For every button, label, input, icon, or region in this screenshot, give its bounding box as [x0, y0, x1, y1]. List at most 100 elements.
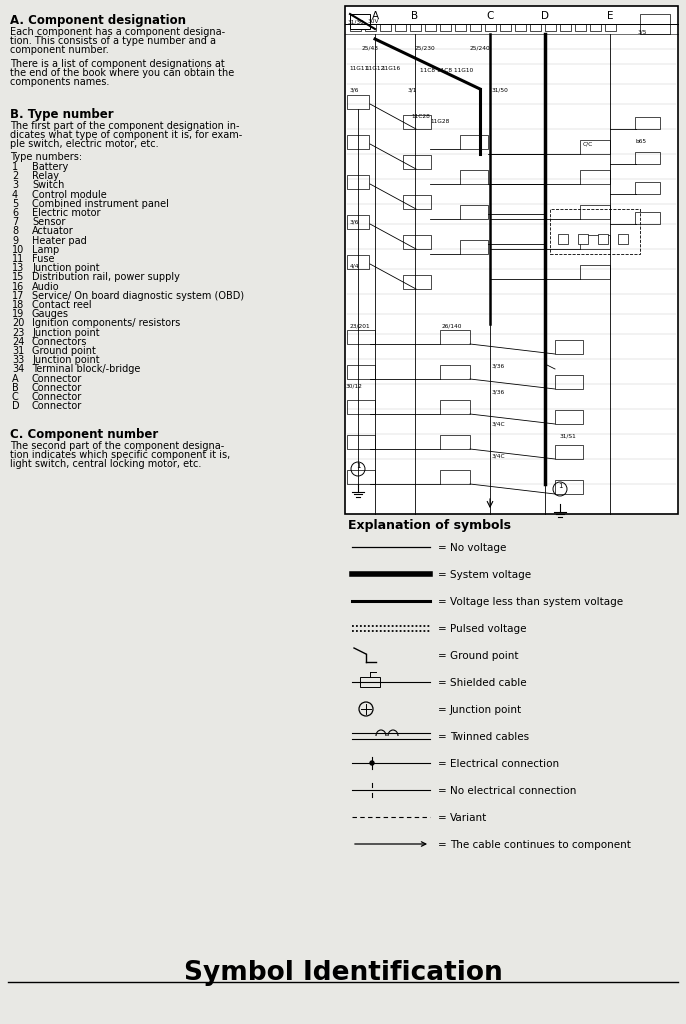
Text: Control module: Control module [32, 189, 107, 200]
Text: B: B [412, 11, 418, 22]
Bar [350, 14, 370, 29]
Text: Sensor: Sensor [32, 217, 65, 227]
Text: 23: 23 [12, 328, 25, 338]
Text: Pulsed voltage: Pulsed voltage [450, 624, 526, 634]
Bar [598, 234, 608, 244]
Text: 9: 9 [12, 236, 18, 246]
Text: 3/36: 3/36 [492, 389, 505, 394]
Text: Explanation of symbols: Explanation of symbols [348, 519, 511, 532]
Text: 1: 1 [12, 162, 18, 172]
Text: No voltage: No voltage [450, 543, 506, 553]
Text: Actuator: Actuator [32, 226, 74, 237]
Text: tion indicates which specific component it is,: tion indicates which specific component … [10, 451, 230, 461]
Bar [395, 24, 406, 31]
Bar [635, 212, 660, 224]
Text: Symbol Identification: Symbol Identification [184, 961, 502, 986]
Bar [578, 234, 588, 244]
Bar [460, 205, 488, 219]
Bar [575, 24, 586, 31]
Text: 31/S1: 31/S1 [560, 434, 577, 439]
Text: Electrical connection: Electrical connection [450, 759, 559, 769]
Text: 13: 13 [12, 263, 24, 273]
Text: 3: 3 [12, 180, 18, 190]
Bar [460, 240, 488, 254]
Text: Switch: Switch [32, 180, 64, 190]
Text: =: = [438, 840, 447, 850]
Text: The cable continues to component: The cable continues to component [450, 840, 631, 850]
Text: 3/5: 3/5 [638, 29, 648, 34]
Bar [440, 330, 470, 344]
Text: component number.: component number. [10, 45, 109, 55]
Bar [380, 24, 391, 31]
Text: The second part of the component designa-: The second part of the component designa… [10, 441, 224, 452]
Text: 3/4C: 3/4C [492, 421, 506, 426]
Bar [440, 365, 470, 379]
Text: 4/4: 4/4 [350, 264, 359, 269]
Bar [347, 330, 375, 344]
Bar [347, 95, 369, 109]
Text: 11G12: 11G12 [365, 66, 384, 71]
Text: 33: 33 [12, 355, 24, 366]
Bar [347, 470, 375, 484]
Bar [500, 24, 511, 31]
Text: 30V: 30V [368, 19, 379, 24]
Bar [425, 24, 436, 31]
Text: 3/6: 3/6 [349, 87, 358, 92]
Text: 20: 20 [12, 318, 25, 329]
Text: A. Component designation: A. Component designation [10, 14, 186, 27]
Bar [347, 400, 375, 414]
Bar [403, 234, 431, 249]
Bar [347, 135, 369, 150]
Bar [555, 340, 583, 354]
Bar [410, 24, 421, 31]
Text: ple switch, electric motor, etc.: ple switch, electric motor, etc. [10, 139, 158, 150]
Text: 4: 4 [12, 189, 18, 200]
Bar [590, 24, 601, 31]
Text: The first part of the component designation in-: The first part of the component designat… [10, 121, 239, 131]
Bar [580, 265, 610, 279]
Bar [580, 170, 610, 184]
Bar [640, 14, 670, 34]
Text: C/C: C/C [583, 142, 593, 147]
Bar [403, 115, 431, 129]
Text: 30/12: 30/12 [346, 384, 363, 389]
Text: =: = [438, 597, 447, 607]
Bar [558, 234, 568, 244]
Text: 31/50: 31/50 [492, 87, 509, 92]
Text: 26/140: 26/140 [442, 324, 462, 329]
Text: =: = [438, 759, 447, 769]
Bar [635, 152, 660, 164]
Text: Battery: Battery [32, 162, 68, 172]
Text: C. Component number: C. Component number [10, 428, 158, 441]
Text: Junction point: Junction point [32, 263, 99, 273]
Text: A: A [371, 11, 379, 22]
Text: Voltage less than system voltage: Voltage less than system voltage [450, 597, 623, 607]
Bar [360, 677, 380, 687]
Text: 11G11: 11G11 [349, 66, 368, 71]
Text: D: D [541, 11, 549, 22]
Text: b65: b65 [635, 139, 646, 144]
Bar [555, 375, 583, 389]
Text: 7: 7 [12, 217, 19, 227]
Text: 19: 19 [12, 309, 24, 319]
Bar [550, 209, 640, 254]
Bar [555, 445, 583, 459]
Text: Combined instrument panel: Combined instrument panel [32, 199, 169, 209]
Text: 3/36: 3/36 [492, 364, 505, 369]
Text: light switch, central locking motor, etc.: light switch, central locking motor, etc… [10, 460, 202, 469]
Bar [605, 24, 616, 31]
Text: Gauges: Gauges [32, 309, 69, 319]
Bar [460, 170, 488, 184]
Text: 3/4C: 3/4C [492, 454, 506, 459]
Text: Each component has a component designa-: Each component has a component designa- [10, 27, 225, 37]
Text: 31/30: 31/30 [348, 19, 365, 24]
Bar [455, 24, 466, 31]
Text: Type numbers:: Type numbers: [10, 152, 82, 162]
Text: =: = [438, 786, 447, 796]
Text: Junction point: Junction point [32, 328, 99, 338]
Text: C: C [12, 392, 19, 402]
Text: D: D [12, 401, 20, 412]
Text: Twinned cables: Twinned cables [450, 732, 529, 742]
Text: =: = [438, 570, 447, 580]
Bar [347, 215, 369, 229]
